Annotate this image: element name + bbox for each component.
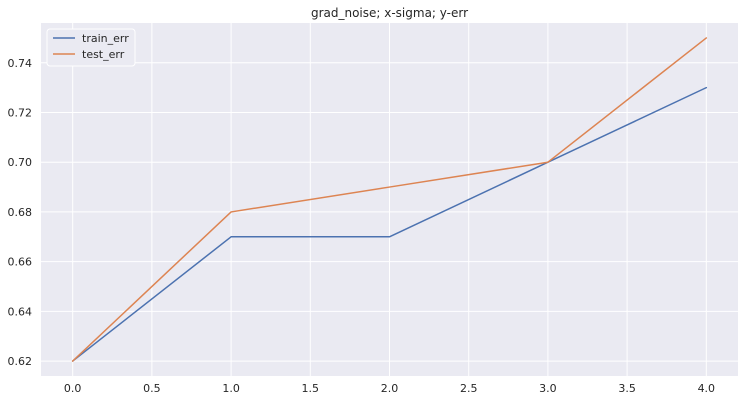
series-lines [71, 37, 708, 362]
y-tick-label: 0.62 [8, 355, 33, 368]
x-tick-label: 4.0 [698, 382, 716, 395]
series-line-test_err [71, 37, 708, 362]
x-tick-label: 2.0 [381, 382, 399, 395]
chart-title: grad_noise; x-sigma; y-err [311, 6, 468, 20]
x-tick-label: 3.5 [618, 382, 636, 395]
x-tick-label: 3.0 [539, 382, 557, 395]
grid [41, 23, 738, 376]
y-tick-label: 0.64 [8, 305, 33, 318]
y-axis-ticks: 0.62 0.64 0.66 0.68 0.70 0.72 0.74 [8, 57, 33, 368]
y-tick-label: 0.70 [8, 156, 33, 169]
y-tick-label: 0.74 [8, 57, 33, 70]
y-tick-label: 0.68 [8, 206, 33, 219]
x-tick-label: 1.0 [222, 382, 240, 395]
x-tick-label: 0.0 [64, 382, 82, 395]
x-tick-label: 2.5 [460, 382, 478, 395]
series-line-train_err [71, 86, 708, 362]
legend: train_err test_err [46, 28, 136, 67]
x-tick-label: 0.5 [143, 382, 161, 395]
x-tick-label: 1.5 [302, 382, 320, 395]
y-tick-label: 0.66 [8, 256, 33, 269]
y-tick-label: 0.72 [8, 106, 33, 119]
legend-label: test_err [82, 48, 125, 61]
x-axis-ticks: 0.0 0.5 1.0 1.5 2.0 2.5 3.0 3.5 4.0 [64, 382, 715, 395]
legend-label: train_err [82, 32, 129, 45]
